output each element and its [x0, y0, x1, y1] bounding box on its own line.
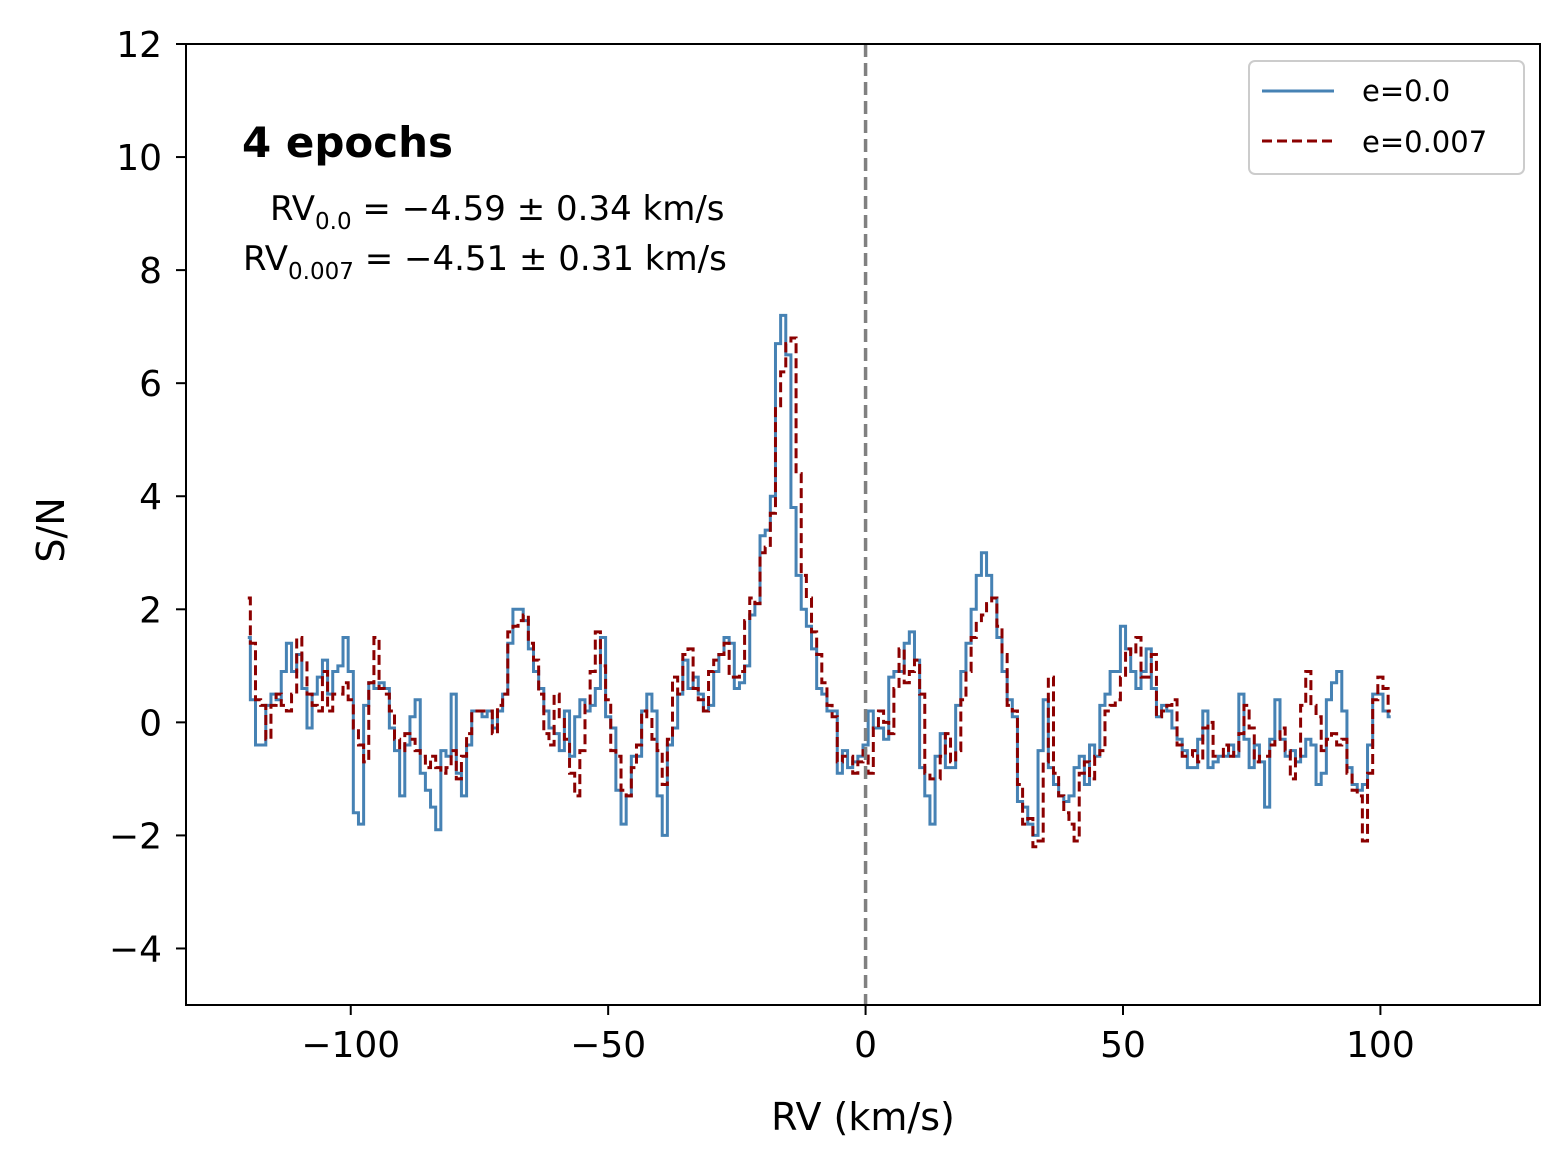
- series-line-e0007: [247, 336, 1391, 849]
- y-axis: −4 −2 0 2 4 6 8 10 12: [109, 25, 186, 970]
- x-tick-label: −50: [570, 1025, 646, 1066]
- annotation-rv-e0007: RV0.007 = −4.51 ± 0.31 km/s: [243, 239, 727, 285]
- x-axis: −100 −50 0 50 100: [301, 1005, 1415, 1066]
- x-tick-label: 0: [854, 1025, 877, 1066]
- y-tick-label: 6: [139, 364, 162, 405]
- legend-label-e0007: e=0.007: [1362, 125, 1487, 159]
- annotation-rv-e0-value: = −4.59 ± 0.34 km/s: [352, 189, 725, 229]
- x-axis-label: RV (km/s): [771, 1095, 955, 1139]
- annotation-rv-e0-prefix: RV: [270, 189, 315, 229]
- annotation-rv-e0: RV0.0 = −4.59 ± 0.34 km/s: [270, 189, 725, 235]
- legend-label-e0: e=0.0: [1362, 74, 1450, 108]
- y-tick-label: 10: [116, 138, 162, 179]
- y-tick-label: −4: [109, 929, 162, 970]
- legend-box: [1248, 60, 1525, 175]
- plot-frame: [185, 43, 1541, 1006]
- y-tick-label: 4: [139, 477, 162, 518]
- series-layer: [247, 313, 1391, 849]
- legend: e=0.0 e=0.007: [1248, 60, 1525, 175]
- annotation-title: 4 epochs: [242, 118, 453, 167]
- annotation-block: 4 epochs RV0.0 = −4.59 ± 0.34 km/s RV0.0…: [242, 118, 727, 285]
- x-tick-label: −100: [301, 1025, 400, 1066]
- y-tick-label: −2: [109, 816, 162, 857]
- y-tick-label: 12: [116, 25, 162, 66]
- x-tick-label: 100: [1346, 1025, 1415, 1066]
- y-tick-label: 8: [139, 251, 162, 292]
- annotation-rv-e0007-value: = −4.51 ± 0.31 km/s: [354, 239, 727, 279]
- annotation-rv-e0007-prefix: RV: [243, 239, 288, 279]
- y-tick-label: 0: [139, 703, 162, 744]
- y-axis-label: S/N: [29, 497, 73, 562]
- annotation-rv-e0007-sub: 0.007: [288, 259, 354, 285]
- x-tick-label: 50: [1100, 1025, 1146, 1066]
- y-tick-label: 2: [139, 590, 162, 631]
- annotation-rv-e0-sub: 0.0: [315, 209, 352, 235]
